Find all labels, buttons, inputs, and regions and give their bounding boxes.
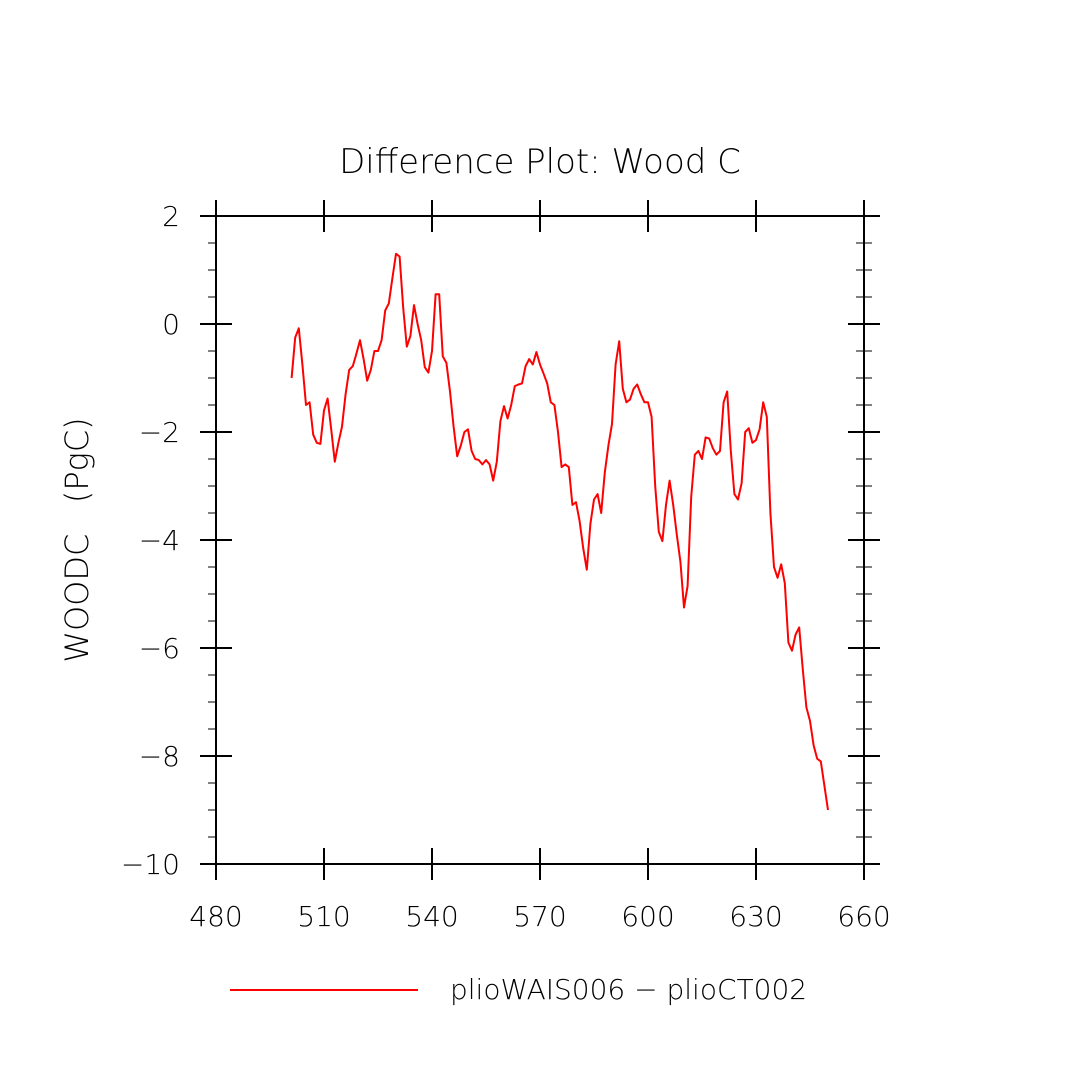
x-tick-label: 630 [729, 900, 782, 933]
x-tick-label: 480 [189, 900, 242, 933]
plot-frame [215, 215, 865, 865]
series-layer [290, 252, 829, 811]
x-tick-label: 570 [513, 900, 566, 933]
y-tick-label: −4 [139, 524, 180, 557]
y-tick-label: −8 [139, 740, 180, 773]
series-line [290, 252, 829, 811]
y-tick-label: 0 [162, 308, 180, 341]
y-tick-label: 2 [162, 200, 180, 233]
legend-label: plioWAIS006 − plioCT002 [450, 973, 807, 1006]
tick-labels: 480 510 540 570 600 630 660 2 0 −2 −4 −6 −8 −10 [121, 200, 891, 933]
chart-title: Difference Plot: Wood C [339, 142, 741, 182]
y-axis-label: WOODC (PgC) [58, 417, 96, 662]
legend: plioWAIS006 − plioCT002 [230, 973, 807, 1006]
x-tick-label: 510 [297, 900, 350, 933]
y-tick-label: −6 [139, 632, 180, 665]
y-tick-label: −2 [139, 416, 180, 449]
y-tick-label: −10 [121, 848, 180, 881]
axis-ticks [200, 200, 880, 880]
x-tick-label: 540 [405, 900, 458, 933]
x-tick-label: 660 [837, 900, 890, 933]
x-tick-label: 600 [621, 900, 674, 933]
